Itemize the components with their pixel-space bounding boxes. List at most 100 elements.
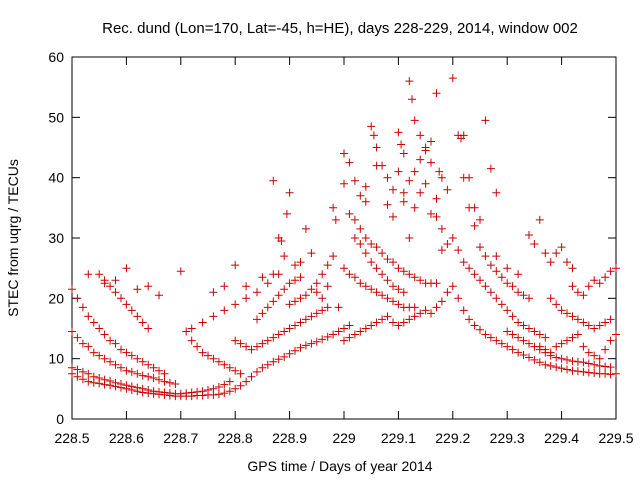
data-point xyxy=(573,288,582,297)
data-point xyxy=(410,303,419,312)
data-point xyxy=(350,273,359,282)
data-point xyxy=(503,342,512,351)
data-point xyxy=(595,279,604,288)
data-point xyxy=(340,264,348,273)
data-point xyxy=(307,339,316,348)
data-point xyxy=(405,270,414,279)
data-point xyxy=(78,367,87,376)
data-point xyxy=(323,303,332,312)
data-point xyxy=(356,224,365,233)
data-point xyxy=(361,234,370,242)
data-point xyxy=(214,390,223,399)
data-point xyxy=(476,276,484,285)
data-point xyxy=(416,276,425,285)
data-point xyxy=(519,351,528,359)
data-point xyxy=(307,249,316,258)
data-point xyxy=(519,321,528,330)
data-point xyxy=(399,188,408,197)
data-point xyxy=(269,176,278,185)
data-point xyxy=(209,288,218,297)
data-point xyxy=(410,203,419,212)
data-point xyxy=(340,336,348,345)
data-point xyxy=(416,309,425,318)
data-point xyxy=(133,285,142,294)
data-point xyxy=(514,333,523,342)
data-point xyxy=(198,387,207,396)
data-point xyxy=(111,339,120,348)
data-point xyxy=(514,288,523,297)
data-point xyxy=(312,288,321,297)
data-point xyxy=(508,312,517,321)
x-tick-label: 228.8 xyxy=(218,430,253,446)
data-point xyxy=(111,378,120,387)
data-point xyxy=(568,264,577,273)
data-point xyxy=(367,321,376,330)
data-point xyxy=(546,258,555,267)
data-point xyxy=(350,330,359,339)
data-point xyxy=(73,365,82,374)
data-point xyxy=(331,215,340,224)
data-point xyxy=(367,285,376,294)
data-point xyxy=(356,279,365,288)
data-point xyxy=(535,215,544,224)
data-point xyxy=(394,167,403,176)
data-point xyxy=(84,342,93,351)
data-point xyxy=(508,282,517,291)
data-point xyxy=(225,377,234,386)
data-point xyxy=(350,176,359,185)
data-point xyxy=(514,348,523,357)
data-point xyxy=(541,249,550,258)
data-point xyxy=(122,366,131,375)
data-point xyxy=(127,382,136,391)
data-point xyxy=(595,321,604,330)
data-point xyxy=(563,309,571,318)
data-point xyxy=(111,360,120,369)
data-point xyxy=(122,264,131,273)
data-point xyxy=(334,303,343,312)
data-point xyxy=(437,224,446,233)
data-point xyxy=(78,303,87,312)
x-tick-label: 228.5 xyxy=(54,430,89,446)
data-point xyxy=(176,389,185,398)
data-point xyxy=(345,158,354,167)
data-point xyxy=(486,333,495,342)
data-point xyxy=(383,255,392,264)
data-point xyxy=(291,321,299,330)
data-point xyxy=(410,273,419,282)
data-point xyxy=(503,279,512,288)
data-point xyxy=(111,276,120,285)
data-point xyxy=(269,357,278,366)
data-point xyxy=(399,197,408,206)
data-point xyxy=(590,360,599,369)
data-point xyxy=(590,369,599,378)
data-point xyxy=(133,312,142,321)
data-point xyxy=(318,270,327,279)
data-point xyxy=(274,330,283,339)
data-point xyxy=(106,357,115,366)
data-point xyxy=(530,327,539,336)
data-point xyxy=(432,89,441,98)
data-point xyxy=(399,267,408,276)
data-point xyxy=(307,312,316,321)
data-point xyxy=(242,294,251,303)
data-point xyxy=(106,336,115,345)
data-point xyxy=(144,360,153,369)
data-point xyxy=(329,330,338,339)
data-point xyxy=(601,362,610,371)
data-point xyxy=(369,131,378,140)
y-tick-label: 0 xyxy=(56,411,64,427)
data-point xyxy=(95,374,104,382)
data-point xyxy=(497,339,506,348)
data-point xyxy=(606,370,615,379)
data-point xyxy=(465,203,474,212)
data-point xyxy=(612,264,620,273)
data-point xyxy=(563,365,571,374)
data-point xyxy=(323,332,332,341)
data-point xyxy=(296,273,305,282)
data-point xyxy=(68,285,76,294)
data-point xyxy=(204,351,212,360)
data-point xyxy=(612,369,620,378)
data-point xyxy=(84,369,93,378)
data-point xyxy=(165,378,174,387)
data-point xyxy=(247,372,256,381)
